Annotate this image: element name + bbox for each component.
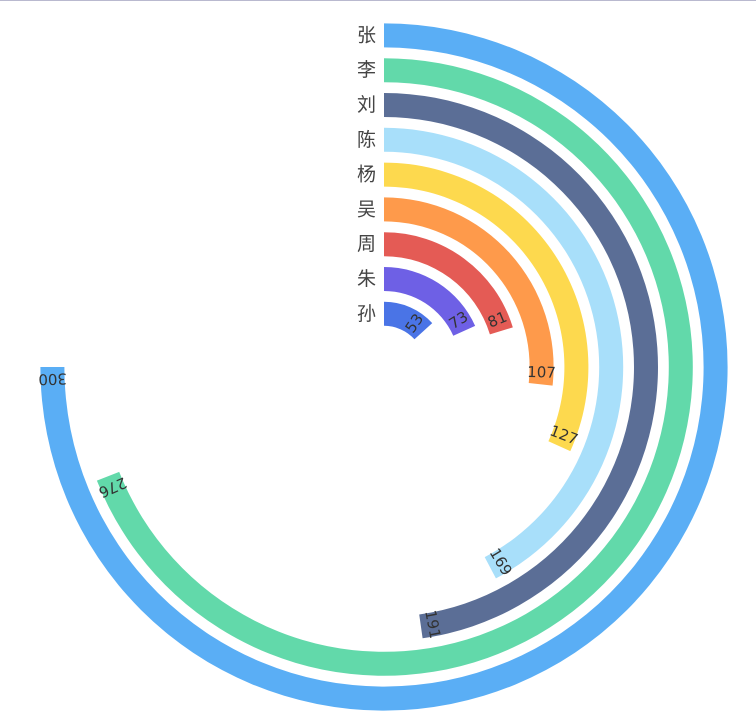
bar-series-7[interactable]: [384, 232, 513, 335]
bar-series-9[interactable]: [384, 301, 433, 340]
bar-series-4[interactable]: [384, 127, 624, 579]
bar-series-6[interactable]: [384, 197, 554, 386]
top-border: [0, 0, 756, 1]
category-label-7: 周: [357, 233, 376, 255]
category-label-2: 李: [357, 59, 376, 81]
value-label-6: 107: [527, 363, 556, 382]
category-label-1: 张: [357, 24, 376, 46]
value-label-1: 300: [38, 369, 67, 388]
value-label-7: 81: [485, 308, 510, 332]
bar-series-1[interactable]: [40, 23, 728, 711]
bar-series-5[interactable]: [384, 162, 589, 452]
category-label-4: 陈: [357, 129, 376, 151]
category-label-8: 朱: [357, 268, 376, 290]
category-label-3: 刘: [357, 94, 376, 116]
category-label-6: 吴: [357, 198, 376, 220]
value-label-3: 191: [421, 609, 444, 640]
category-label-5: 杨: [357, 164, 376, 186]
category-label-9: 孙: [357, 303, 376, 325]
bar-series-8[interactable]: [384, 267, 476, 336]
